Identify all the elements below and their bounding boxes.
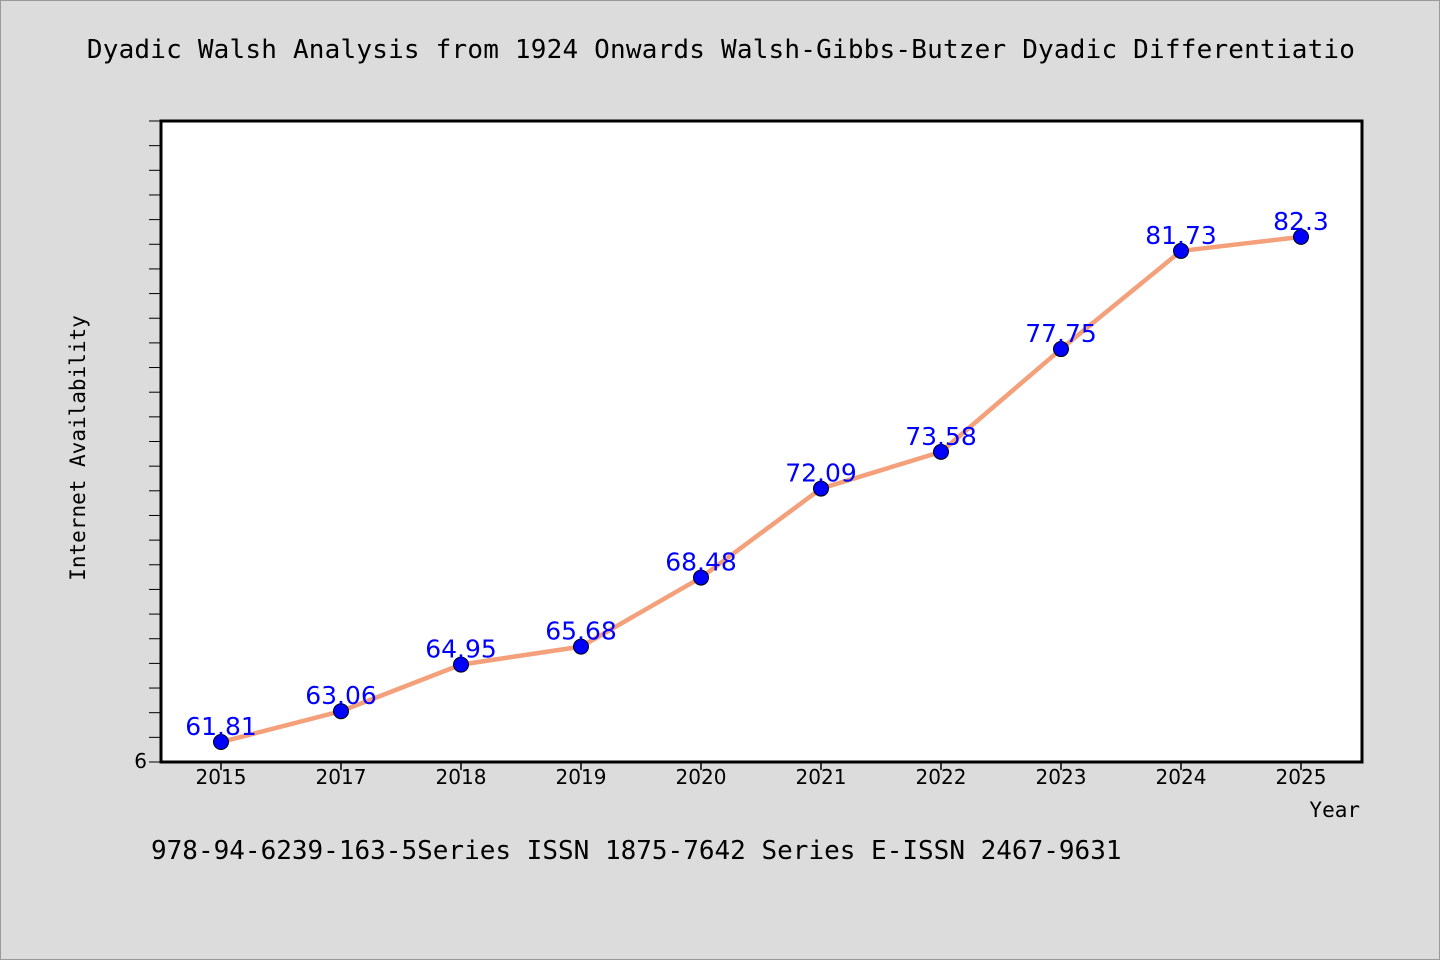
data-point [573, 638, 589, 655]
data-point [1053, 341, 1069, 358]
data-label: 65.68 [545, 617, 617, 646]
x-tick-label: 2018 [436, 765, 487, 789]
series-group: 61.81 63.06 64.95 65.68 68.48 72.09 73.58 77.75… [185, 207, 1329, 751]
data-point [933, 443, 949, 460]
data-point [1173, 242, 1189, 259]
data-point [813, 480, 829, 497]
data-label: 81.73 [1145, 221, 1217, 250]
data-point [1293, 228, 1309, 245]
x-axis-ticks: 2015 2017 2018 2019 2020 2021 2022 2023 2024 2025 [196, 762, 1327, 789]
plot-area [159, 119, 1364, 764]
x-tick-label: 2017 [316, 765, 367, 789]
x-tick-label: 2024 [1156, 765, 1207, 789]
isbn-footer: 978-94-6239-163-5Series ISSN 1875-7642 S… [151, 836, 1122, 866]
data-point [453, 656, 469, 673]
y-axis-label: Internet Availability [66, 315, 90, 581]
x-tick-label: 2022 [916, 765, 967, 789]
chart-title: Dyadic Walsh Analysis from 1924 Onwards … [86, 35, 1356, 65]
data-point [213, 734, 229, 751]
series-line [218, 234, 1304, 745]
x-tick-label: 2025 [1276, 765, 1327, 789]
x-tick-label: 2019 [556, 765, 607, 789]
data-point [693, 569, 709, 586]
data-label: 68.48 [665, 548, 737, 577]
data-label: 72.09 [785, 459, 857, 488]
data-label: 64.95 [425, 635, 497, 664]
x-axis-label: Year [1309, 798, 1360, 822]
data-label: 61.81 [185, 712, 257, 741]
data-label: 63.06 [305, 681, 377, 710]
x-tick-label: 2020 [676, 765, 727, 789]
data-label: 73.58 [905, 422, 977, 451]
x-tick-label: 2023 [1036, 765, 1087, 789]
data-label: 82.3 [1273, 207, 1329, 236]
data-label: 77.75 [1025, 319, 1097, 348]
x-tick-label: 2021 [796, 765, 847, 789]
x-tick-label: 2015 [196, 765, 247, 789]
y-axis-ticks: 6 [134, 120, 161, 773]
y-tick-label: 6 [134, 749, 147, 773]
data-point [333, 703, 349, 720]
